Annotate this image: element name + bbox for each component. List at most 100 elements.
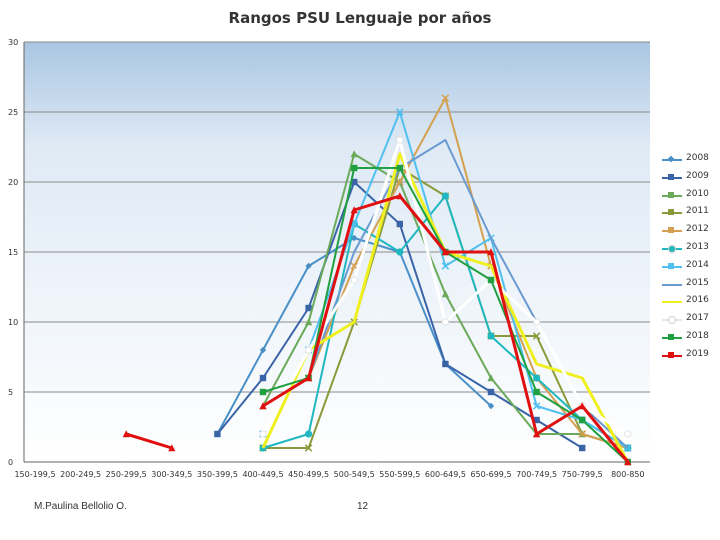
- data-point-stroke: [532, 332, 541, 340]
- legend-swatch: [662, 301, 682, 304]
- data-point: [532, 318, 541, 326]
- data-point: [305, 262, 312, 270]
- y-tick-label: 15: [8, 248, 18, 257]
- data-point: [624, 430, 632, 438]
- legend-item-2018: 2018: [662, 330, 720, 348]
- page-number: 12: [357, 501, 369, 512]
- legend-item-2017: 2017: [662, 312, 720, 330]
- data-point: [533, 388, 540, 396]
- series-line: [125, 432, 173, 450]
- legend-marker: [668, 191, 674, 198]
- y-tick-label: 25: [8, 108, 18, 117]
- data-point: [532, 332, 541, 340]
- legend-marker: [668, 227, 674, 234]
- data-point: [259, 374, 267, 382]
- legend-label: 2012: [686, 224, 709, 235]
- y-tick-label: 20: [8, 178, 18, 187]
- legend-label: 2013: [686, 241, 709, 252]
- data-point: [259, 402, 267, 410]
- data-point: [396, 192, 404, 200]
- data-point: [442, 360, 449, 368]
- x-tick-label: 150-199,5: [14, 470, 55, 479]
- data-point: [305, 374, 313, 382]
- data-point: [441, 290, 449, 298]
- y-tick-label: 0: [8, 458, 13, 467]
- data-point: [487, 332, 495, 340]
- data-point-stroke: [396, 108, 404, 116]
- data-point: [304, 346, 313, 354]
- x-tick-label: 250-299,5: [106, 470, 147, 479]
- data-point: [259, 430, 267, 438]
- data-point: [351, 234, 358, 242]
- series-layer: [122, 94, 632, 466]
- legend-item-2011: 2011: [662, 205, 720, 223]
- legend-marker: [668, 316, 676, 325]
- data-point: [396, 136, 404, 144]
- legend-label: 2014: [686, 259, 709, 270]
- legend-item-2010: 2010: [662, 188, 720, 206]
- y-tick-label: 10: [8, 318, 18, 327]
- legend-label: 2015: [686, 277, 709, 288]
- data-point: [579, 416, 586, 424]
- data-point: [624, 458, 632, 466]
- legend-marker: [667, 155, 675, 163]
- data-point: [259, 388, 267, 396]
- data-point: [441, 248, 449, 256]
- data-point: [350, 262, 358, 270]
- data-point: [396, 178, 404, 186]
- legend-swatch: [662, 283, 682, 286]
- data-point: [441, 262, 450, 270]
- data-point: [441, 94, 450, 102]
- data-point: [122, 430, 130, 438]
- data-point: [396, 220, 403, 228]
- legend-marker: [668, 244, 676, 253]
- data-point-stroke: [578, 430, 586, 438]
- data-point: [168, 444, 176, 452]
- data-point: [396, 248, 404, 256]
- x-tick-label: 400-449,5: [242, 470, 283, 479]
- data-point: [396, 164, 403, 172]
- data-point: [396, 108, 404, 116]
- data-point-stroke: [350, 220, 358, 228]
- legend-marker: [668, 262, 674, 269]
- legend-item-2016: 2016: [662, 294, 720, 312]
- data-point: [487, 374, 495, 382]
- series-2019: [122, 192, 632, 466]
- data-point: [579, 444, 586, 452]
- data-point-stroke: [532, 402, 541, 410]
- legend-marker: [668, 173, 674, 180]
- x-tick-label: 450-499,5: [288, 470, 329, 479]
- x-tick-label: 300-349,5: [151, 470, 192, 479]
- legend-label: 2017: [686, 313, 709, 324]
- x-tick-label: 650-699,5: [470, 470, 511, 479]
- data-point: [304, 430, 313, 438]
- data-point-stroke: [441, 94, 450, 102]
- data-point-stroke: [350, 262, 358, 270]
- data-point: [441, 192, 449, 200]
- legend-label: 2010: [686, 188, 709, 199]
- data-point: [533, 416, 540, 424]
- data-point: [305, 304, 312, 312]
- legend-item-2008: 2008: [662, 152, 720, 170]
- legend-label: 2011: [686, 206, 709, 217]
- data-point: [487, 248, 495, 256]
- legend-marker: [668, 333, 674, 340]
- legend-item-2013: 2013: [662, 241, 720, 259]
- x-tick-label: 800-850: [611, 470, 644, 479]
- y-tick-label: 5: [8, 388, 13, 397]
- data-point: [533, 430, 541, 438]
- tick-labels: 0 5 10 15 20 25 30 150-199,5 200-249,5 250-299,5 3…: [8, 38, 645, 479]
- legend-label: 2018: [686, 330, 709, 341]
- data-point: [532, 402, 541, 410]
- legend-item-2009: 2009: [662, 170, 720, 188]
- legend-item-2014: 2014: [662, 259, 720, 277]
- legend-item-2019: 2019: [662, 348, 720, 366]
- author-name: M.Paulina Bellolio O.: [34, 501, 127, 512]
- legend-marker: [668, 209, 674, 216]
- legend-item-2012: 2012: [662, 223, 720, 241]
- data-point: [578, 430, 586, 438]
- data-point: [305, 318, 313, 326]
- data-point: [350, 276, 358, 284]
- data-point-stroke: [396, 178, 404, 186]
